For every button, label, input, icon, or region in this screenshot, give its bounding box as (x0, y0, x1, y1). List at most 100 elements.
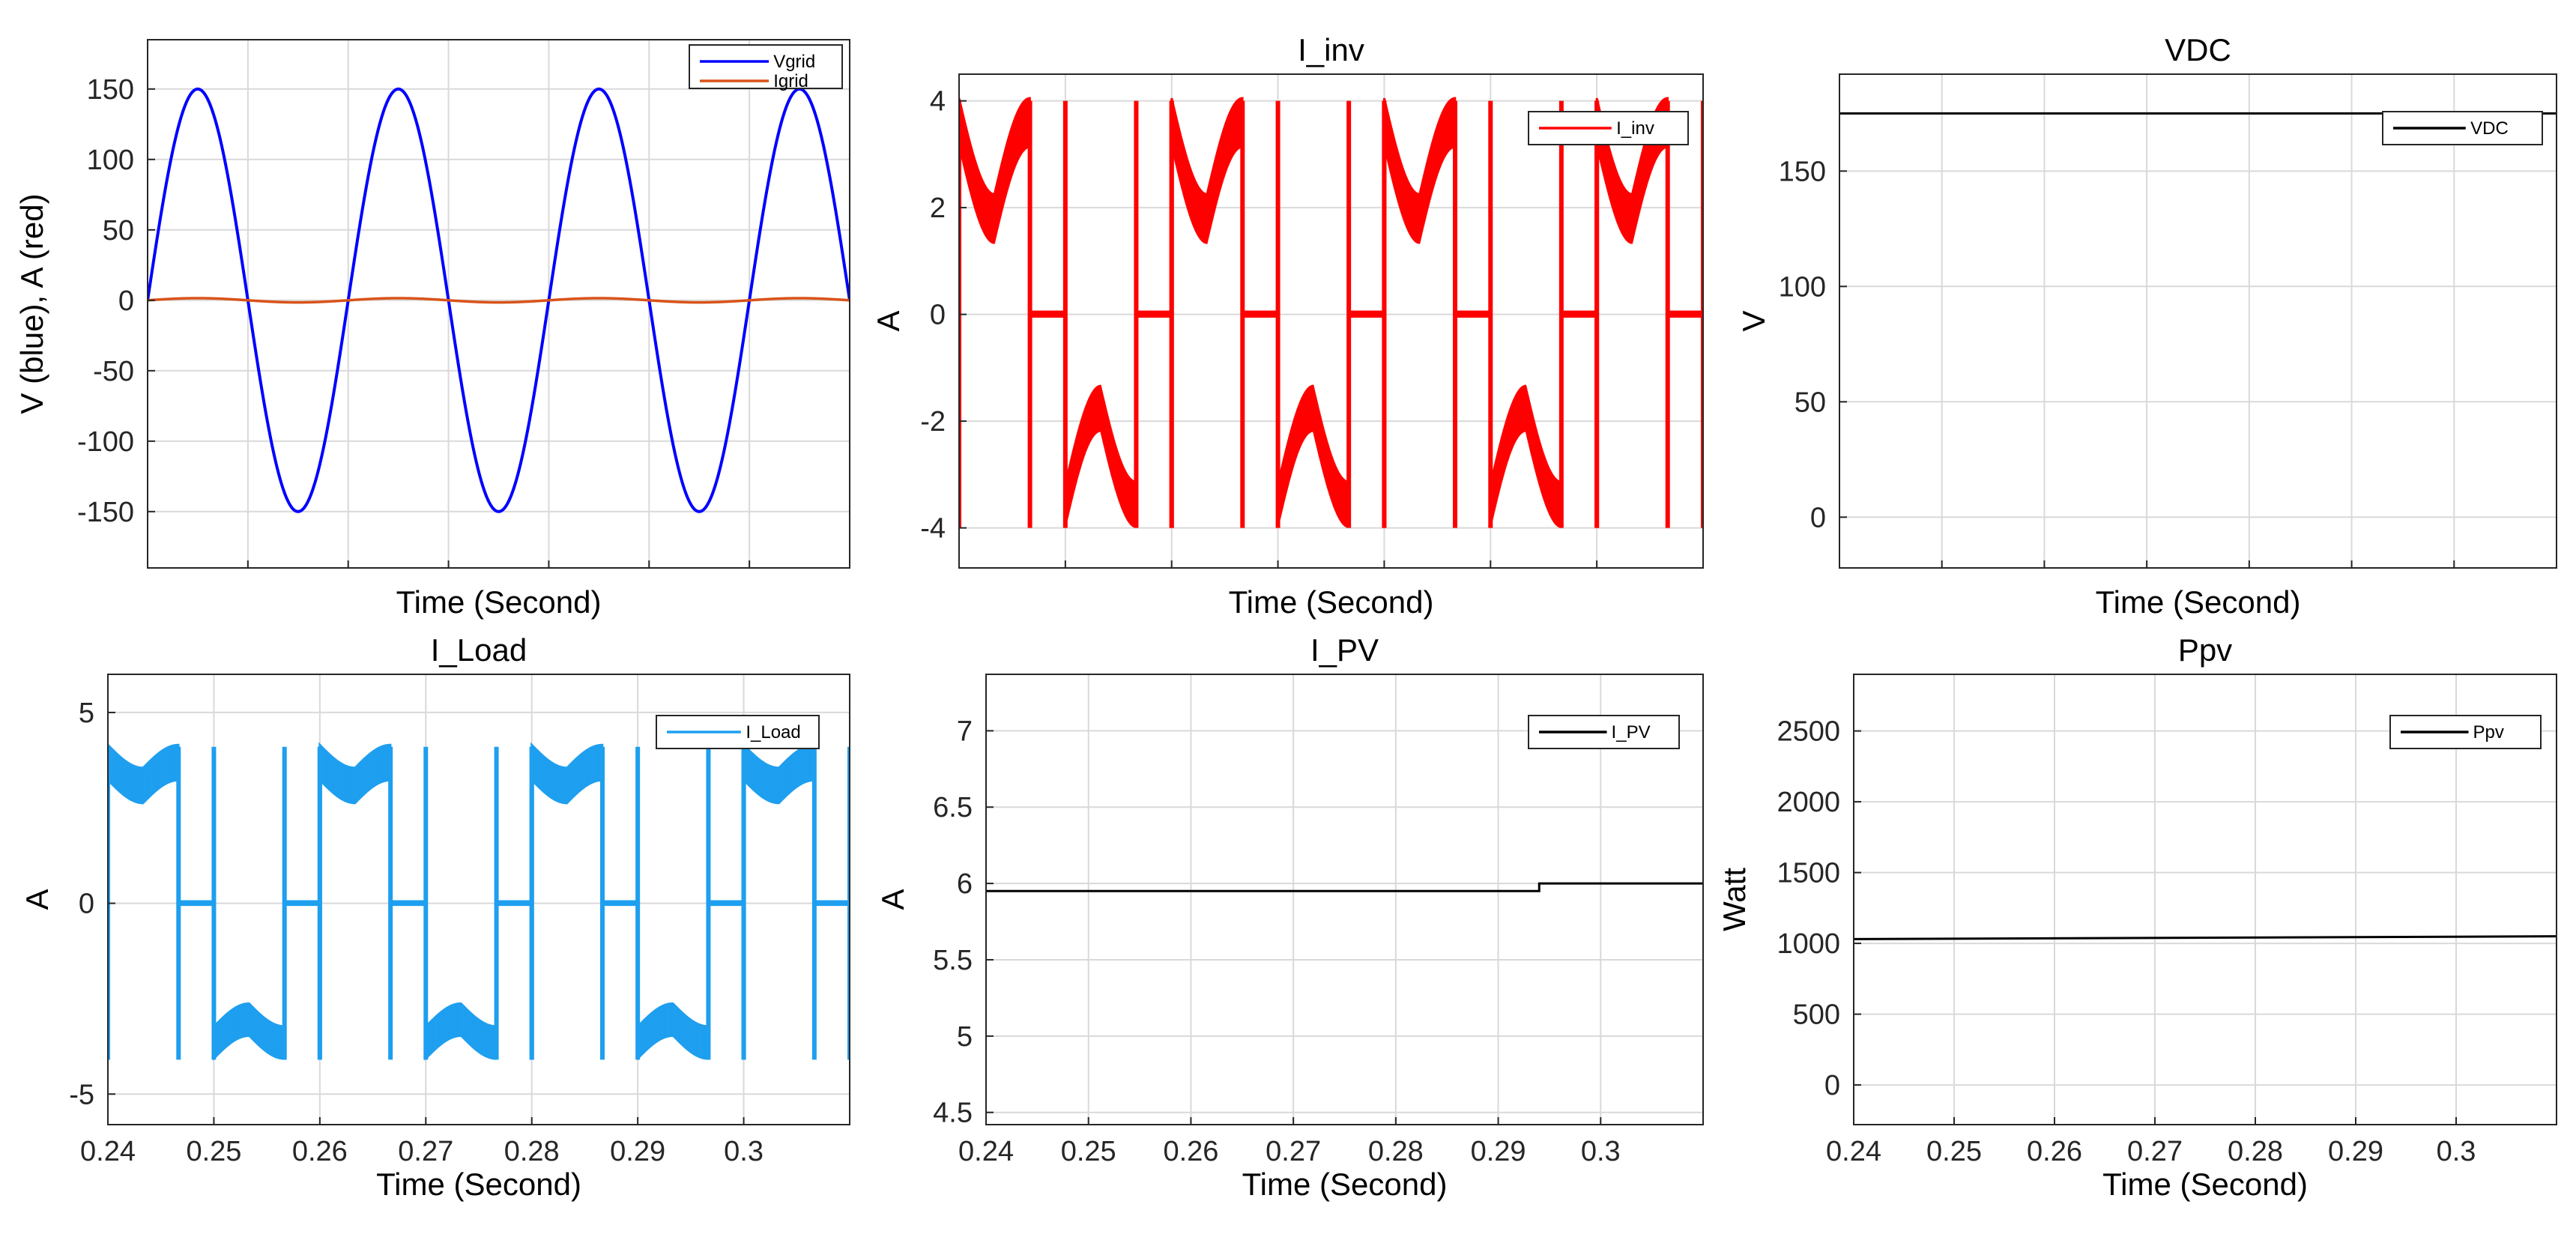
y-tick-label: 50 (1795, 387, 1826, 418)
y-tick-label: 0 (1810, 502, 1826, 533)
x-tick-label: 0.24 (80, 1136, 136, 1167)
axes-box (107, 674, 850, 1125)
chart-title: I_inv (1298, 32, 1364, 67)
y-tick-label: 0 (118, 285, 134, 317)
x-tick-label: 0.27 (398, 1136, 453, 1167)
x-axis-label: Time (Second) (1242, 1167, 1448, 1202)
series-group (108, 742, 850, 1061)
y-tick-label: -50 (93, 356, 134, 387)
x-tick-label: 0.25 (1926, 1136, 1982, 1167)
x-tick-label: 0.25 (186, 1136, 241, 1167)
x-axis-label: Time (Second) (2102, 1167, 2308, 1202)
chart-title: I_Load (431, 632, 527, 668)
chart-ppv: 2500 2000 1500 1000 500 0 0.24 0.25 0.26 0.27 0.28… (1717, 632, 2557, 1202)
x-tick-label: 0.3 (2437, 1136, 2476, 1167)
chart-ipv: 7 6.5 6 5.5 5 4.5 0.24 0.25 0.26 0.27 0.28 0.29 0.3 T… (875, 632, 1704, 1202)
legend-entry: I_PV (1612, 722, 1651, 743)
x-tick-label: 0.26 (292, 1136, 348, 1167)
x-axis-label: Time (Second) (2096, 584, 2301, 620)
legend: I_PV (1528, 715, 1680, 749)
y-tick-label: 2000 (1777, 787, 1840, 818)
y-tick-label: 4.5 (933, 1098, 973, 1129)
series-line-Igrid (148, 297, 850, 304)
y-tick-label: -2 (920, 406, 946, 438)
plot-area (1854, 674, 2557, 1125)
x-tick-label: 0.29 (1471, 1136, 1526, 1167)
axes-box (958, 73, 1704, 569)
chart-iinv: 4 2 0 -2 -4 Time (Second) A I_inv I_inv (871, 32, 1704, 620)
chart-title: Ppv (2178, 632, 2232, 668)
y-axis-label: A (871, 310, 906, 331)
legend-entry: I_inv (1616, 118, 1654, 139)
legend-entry: I_Load (746, 722, 800, 743)
axes-box (147, 39, 850, 569)
y-tick-label: 6.5 (933, 792, 973, 823)
x-tick-label: 0.26 (2027, 1136, 2082, 1167)
y-tick-label: 0 (1824, 1070, 1840, 1101)
series-group (1854, 935, 2557, 940)
x-axis-label: Time (Second) (396, 584, 602, 620)
y-axis-label: A (875, 889, 910, 910)
x-tick-label: 0.29 (610, 1136, 665, 1167)
y-axis-label: V (blue), A (red) (14, 193, 49, 414)
plot-area (148, 40, 850, 568)
legend: I_Load (656, 715, 820, 749)
axes-box (985, 674, 1704, 1125)
y-tick-label: 5.5 (933, 945, 973, 976)
x-tick-label: 0.24 (1826, 1136, 1881, 1167)
x-tick-label: 0.29 (2328, 1136, 2383, 1167)
y-tick-label: 0 (79, 889, 94, 920)
x-tick-label: 0.24 (958, 1136, 1014, 1167)
series-line-Ppv (1854, 935, 2557, 940)
x-tick-label: 0.26 (1163, 1136, 1218, 1167)
y-axis-label: A (19, 889, 55, 910)
series-group (148, 87, 850, 513)
legend-entry: VDC (2470, 118, 2509, 139)
chart-title: I_PV (1310, 632, 1379, 668)
x-tick-label: 0.3 (1581, 1136, 1621, 1167)
y-tick-label: 100 (1779, 271, 1826, 303)
series-line-I_PV (986, 882, 1703, 892)
y-tick-label: -100 (77, 426, 134, 458)
legend: Ppv (2389, 715, 2542, 749)
y-tick-label: 150 (87, 74, 134, 106)
x-tick-label: 0.28 (1368, 1136, 1424, 1167)
chart-iload: 5 0 -5 0.24 0.25 0.26 0.27 0.28 0.29 0.3 Time (Sec… (19, 632, 850, 1202)
y-tick-label: 6 (957, 868, 973, 900)
legend-entry: Ppv (2473, 722, 2504, 743)
y-tick-label: 1500 (1777, 858, 1840, 889)
y-tick-label: 7 (957, 716, 973, 747)
legend: VDC (2382, 111, 2543, 145)
x-tick-label: 0.28 (504, 1136, 560, 1167)
plot-area (1839, 74, 2557, 568)
chart-title: VDC (2165, 32, 2231, 67)
legend-entry: Vgrid (773, 52, 815, 72)
x-tick-label: 0.27 (1266, 1136, 1321, 1167)
y-tick-label: 1000 (1777, 928, 1840, 960)
y-tick-label: 5 (79, 698, 94, 729)
x-axis-label: Time (Second) (1229, 584, 1434, 620)
y-tick-label: -4 (920, 513, 946, 545)
y-tick-label: -150 (77, 497, 134, 528)
x-tick-label: 0.27 (2127, 1136, 2183, 1167)
y-axis-label: Watt (1717, 868, 1752, 931)
x-tick-label: 0.25 (1061, 1136, 1116, 1167)
y-tick-label: 4 (930, 86, 946, 118)
chart-vgrid: 150 100 50 0 -50 -100 -150 Time (Second) V (blue… (14, 39, 850, 620)
x-tick-label: 0.28 (2228, 1136, 2283, 1167)
plot-area (986, 674, 1703, 1125)
y-tick-label: 500 (1793, 999, 1840, 1031)
y-tick-label: 100 (87, 145, 134, 176)
x-tick-label: 0.3 (724, 1136, 764, 1167)
y-tick-label: -5 (69, 1079, 94, 1110)
legend-entry: Igrid (773, 71, 808, 91)
y-tick-label: 0 (930, 300, 946, 331)
y-tick-label: 2 (930, 193, 946, 224)
chart-vdc: 150 100 50 0 Time (Second) V VDC VDC (1736, 32, 2557, 620)
x-axis-label: Time (Second) (376, 1167, 581, 1202)
y-axis-label: V (1736, 310, 1771, 331)
y-tick-label: 150 (1779, 156, 1826, 187)
